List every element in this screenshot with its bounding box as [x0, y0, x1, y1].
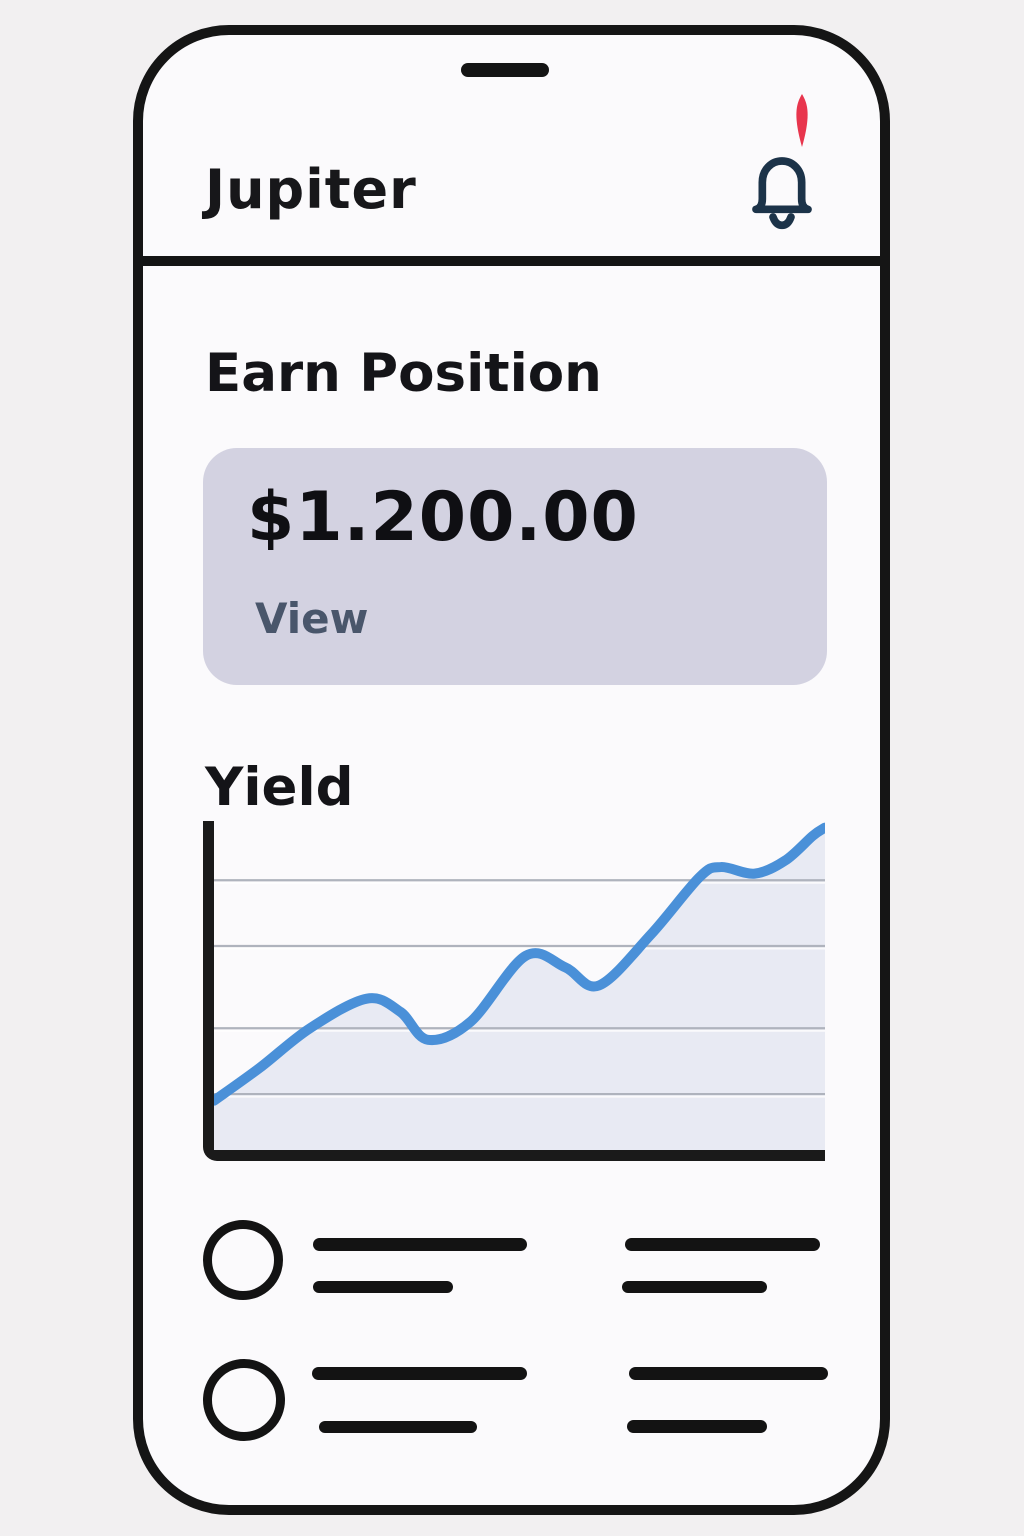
header-divider — [143, 256, 880, 266]
yield-line — [214, 822, 825, 1106]
skeleton-bar — [313, 1281, 453, 1293]
list-item[interactable] — [203, 1359, 835, 1477]
bell-icon — [752, 157, 812, 230]
list-item[interactable] — [203, 1220, 835, 1338]
app-title: Jupiter — [205, 158, 417, 221]
earn-position-card[interactable]: $1.200.00 View — [203, 448, 827, 685]
notification-button[interactable] — [737, 87, 833, 239]
circle-bullet-icon — [203, 1220, 283, 1300]
view-link[interactable]: View — [255, 594, 369, 643]
earn-amount: $1.200.00 — [247, 478, 639, 557]
yield-heading: Yield — [205, 757, 354, 818]
earn-position-heading: Earn Position — [205, 343, 602, 404]
bell-body — [752, 157, 812, 214]
skeleton-bar — [622, 1281, 767, 1293]
bell-clapper — [769, 213, 795, 230]
skeleton-bar — [312, 1367, 527, 1380]
phone-frame: Jupiter Earn Position $1.200.00 View Yie… — [133, 25, 890, 1515]
speaker-notch — [461, 63, 549, 77]
skeleton-bar — [627, 1420, 767, 1433]
skeleton-bar — [319, 1421, 477, 1433]
skeleton-bar — [625, 1238, 820, 1251]
yield-chart — [203, 821, 825, 1161]
circle-bullet-icon — [203, 1359, 285, 1441]
chart-area-fill — [214, 827, 825, 1150]
yield-chart-canvas — [214, 822, 825, 1150]
skeleton-bar — [313, 1238, 527, 1251]
skeleton-bar — [629, 1367, 828, 1380]
badge-shape — [796, 94, 808, 147]
notification-badge-icon — [796, 94, 808, 147]
